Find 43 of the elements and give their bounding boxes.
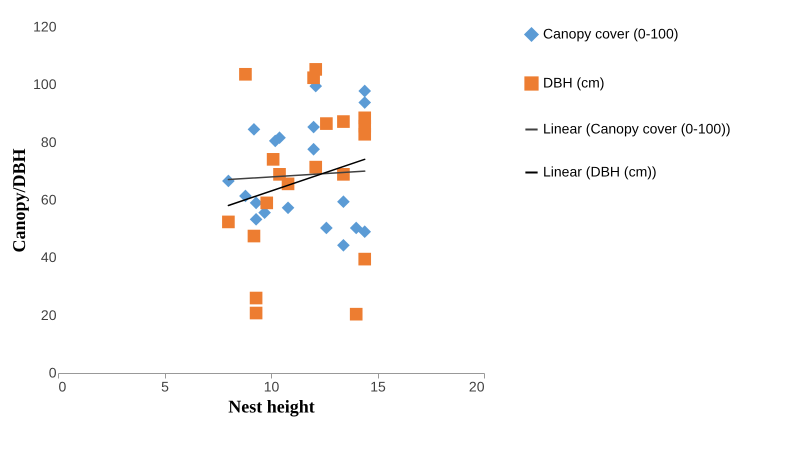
x-axis-title: Nest height bbox=[228, 396, 315, 416]
point bbox=[250, 292, 262, 304]
point bbox=[358, 225, 372, 238]
point bbox=[307, 142, 320, 156]
point bbox=[282, 201, 294, 214]
y-tick-label: 100 bbox=[33, 76, 57, 92]
legend-label: Linear (DBH (cm)) bbox=[543, 164, 657, 180]
point bbox=[350, 308, 363, 321]
x-tick-label: 10 bbox=[264, 378, 280, 394]
point bbox=[320, 222, 333, 234]
point bbox=[250, 306, 262, 320]
x-tick-label: 15 bbox=[370, 378, 386, 394]
point bbox=[358, 252, 372, 266]
y-axis-title: Canopy/DBH bbox=[9, 148, 30, 253]
legend-label: DBH (cm) bbox=[543, 74, 604, 90]
point bbox=[248, 230, 260, 242]
point bbox=[358, 128, 372, 141]
y-tick-label: 20 bbox=[40, 306, 57, 323]
y-tick-label: 120 bbox=[33, 18, 57, 34]
point bbox=[309, 160, 322, 174]
y-tick-label: 60 bbox=[40, 192, 57, 208]
point bbox=[260, 196, 274, 210]
legend-label: Linear (Canopy cover (0-100)) bbox=[543, 120, 731, 136]
point bbox=[307, 120, 320, 134]
point bbox=[350, 222, 363, 234]
point bbox=[239, 68, 252, 81]
point bbox=[358, 84, 372, 98]
point bbox=[250, 212, 262, 226]
point bbox=[307, 71, 320, 84]
point bbox=[337, 238, 350, 252]
point bbox=[320, 117, 333, 130]
point bbox=[337, 195, 350, 208]
y-tick-label: 0 bbox=[48, 364, 57, 380]
point bbox=[266, 153, 280, 166]
point bbox=[222, 216, 235, 228]
x-tick-label: 5 bbox=[161, 378, 170, 394]
point bbox=[248, 123, 260, 136]
point bbox=[337, 115, 350, 128]
y-tick-label: 80 bbox=[40, 134, 57, 150]
point bbox=[358, 96, 372, 109]
y-tick-label: 40 bbox=[40, 249, 57, 266]
x-tick-label: 20 bbox=[468, 378, 485, 394]
legend-label: Canopy cover (0-100) bbox=[543, 26, 678, 42]
